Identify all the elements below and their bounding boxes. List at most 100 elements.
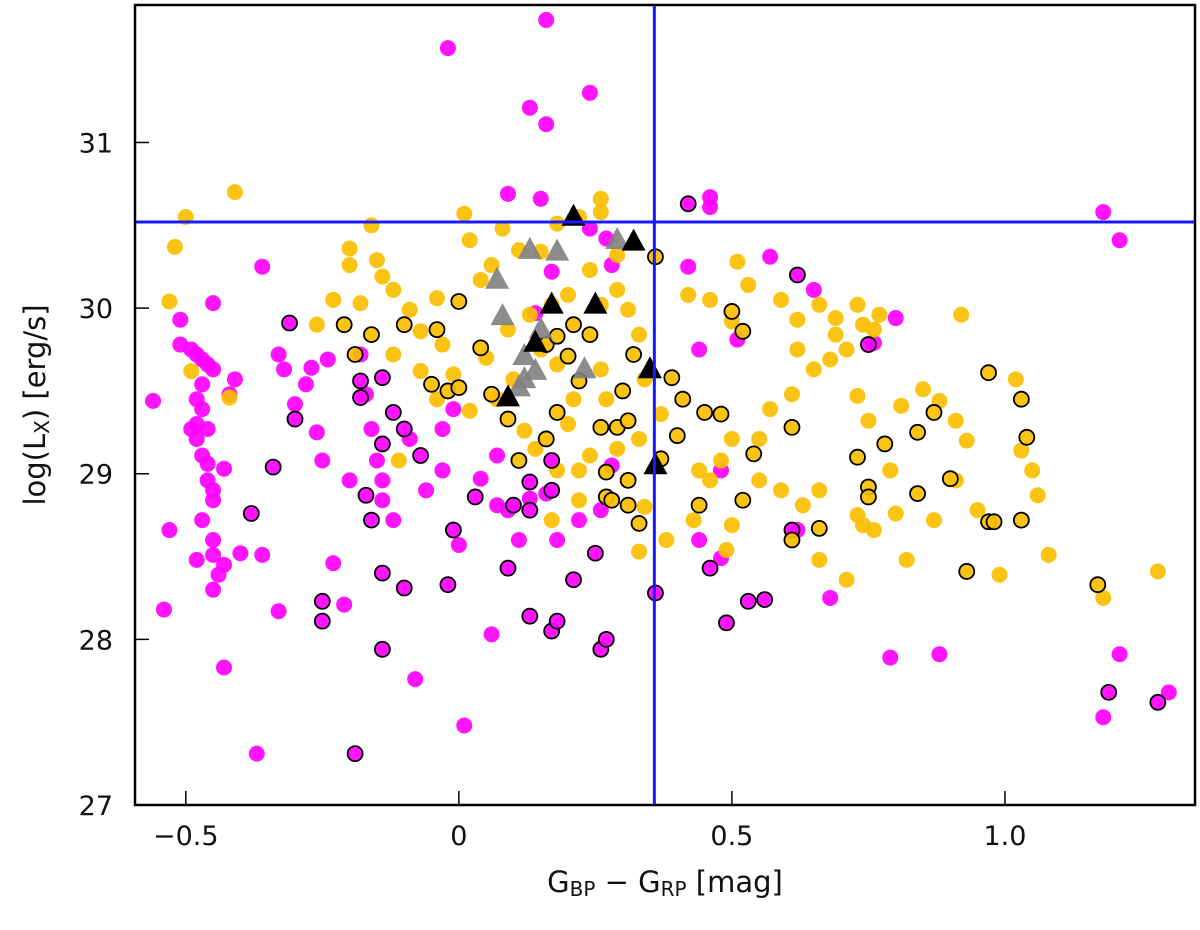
point-orange-circle [827, 326, 844, 343]
point-orange-circle [953, 306, 970, 323]
point-magenta-circle [521, 99, 538, 116]
point-orange-circle-outlined [510, 452, 528, 469]
point-magenta-circle-outlined [373, 640, 391, 658]
point-orange-circle [1007, 371, 1024, 388]
point-magenta-circle [592, 502, 609, 519]
point-orange-circle-outlined [592, 418, 610, 436]
point-orange-circle [865, 321, 882, 338]
point-orange-circle [915, 381, 932, 398]
point-magenta-circle [205, 531, 222, 548]
point-orange-circle-outlined [941, 470, 959, 488]
point-orange-circle [374, 268, 391, 285]
point-gray-triangle [523, 357, 548, 380]
point-magenta-circle [188, 430, 205, 447]
y-label-post: ) [erg/s] [18, 304, 52, 420]
point-orange-circle-outlined [876, 435, 894, 453]
point-magenta-circle [456, 717, 473, 734]
point-orange-circle [494, 220, 511, 237]
point-magenta-circle [226, 371, 243, 388]
x-label-sub2: RP [661, 877, 687, 901]
point-black-triangle [539, 291, 564, 314]
point-magenta-circle [155, 601, 172, 618]
point-black-triangle [523, 329, 548, 352]
point-magenta-circle [199, 421, 216, 438]
point-magenta-circle-outlined [860, 336, 877, 353]
point-magenta-circle [363, 421, 380, 438]
point-orange-circle-outlined [849, 448, 866, 466]
point-magenta-circle-outlined [352, 389, 369, 406]
point-magenta-circle [581, 84, 598, 101]
point-orange-circle [352, 295, 369, 312]
y-tick-label: 31 [79, 128, 113, 159]
point-orange-circle [565, 391, 582, 408]
point-orange-circle-outlined [1018, 428, 1036, 446]
point-orange-circle [1040, 546, 1057, 563]
point-magenta-circle [532, 190, 549, 207]
point-orange-circle-outlined [1089, 576, 1107, 594]
point-orange-circle [609, 247, 626, 264]
point-magenta-circle-outlined [357, 486, 375, 504]
point-orange-circle [183, 363, 200, 380]
point-magenta-circle [205, 361, 222, 378]
point-orange-circle-outlined [548, 404, 566, 421]
point-orange-circle [221, 389, 238, 406]
point-orange-circle [871, 306, 888, 323]
point-magenta-circle-outlined [313, 592, 331, 610]
point-magenta-circle [341, 472, 358, 489]
point-magenta-circle-outlined [352, 372, 369, 390]
point-orange-circle [325, 291, 342, 308]
point-orange-circle-outlined [674, 390, 692, 408]
point-magenta-circle [499, 185, 516, 202]
point-orange-circle [751, 472, 768, 489]
point-orange-circle [811, 482, 828, 499]
point-magenta-circle-outlined [521, 473, 539, 491]
point-orange-circle [1029, 487, 1046, 504]
point-orange-circle [499, 321, 516, 338]
point-orange-circle [527, 440, 544, 457]
point-magenta-circle [336, 596, 353, 613]
point-orange-circle-outlined [363, 326, 380, 344]
point-magenta-circle-outlined [363, 511, 380, 529]
point-orange-circle-outlined [450, 379, 468, 397]
point-orange-circle [401, 301, 418, 318]
point-orange-circle [390, 452, 407, 469]
point-magenta-circle [439, 40, 456, 57]
point-magenta-circle-outlined [701, 559, 719, 577]
point-orange-circle-outlined [428, 321, 446, 339]
point-magenta-circle [931, 646, 948, 663]
point-orange-circle [472, 271, 489, 288]
point-orange-circle [483, 257, 500, 274]
point-magenta-circle [297, 376, 314, 393]
point-orange-circle-outlined [925, 404, 943, 421]
y-tick-label: 27 [79, 791, 113, 822]
point-orange-circle-outlined [745, 445, 763, 463]
x-label-sub1: BP [570, 877, 596, 901]
point-magenta-circle [549, 531, 566, 548]
point-orange-circle-outlined [559, 347, 577, 365]
point-orange-circle-outlined [734, 491, 752, 509]
point-black-triangle [621, 228, 646, 251]
point-orange-circle [718, 541, 735, 558]
point-orange-circle [516, 422, 533, 439]
point-magenta-circle-outlined [739, 592, 757, 610]
point-orange-circle [898, 551, 915, 568]
point-orange-circle [592, 204, 609, 221]
point-orange-circle-outlined [860, 488, 877, 506]
point-gray-triangle [545, 238, 570, 261]
point-magenta-circle [450, 536, 467, 553]
point-black-triangle [583, 291, 608, 314]
point-orange-circle [631, 430, 648, 447]
point-orange-circle [811, 551, 828, 568]
point-orange-circle-outlined [335, 316, 353, 334]
point-orange-circle [1149, 563, 1166, 580]
point-magenta-circle-outlined [242, 505, 260, 522]
point-orange-circle [412, 363, 429, 380]
point-magenta-circle-outlined [412, 447, 430, 464]
point-orange-circle [341, 240, 358, 257]
point-magenta-circle-outlined [521, 501, 539, 519]
point-orange-circle [560, 286, 577, 303]
point-orange-circle [887, 505, 904, 522]
point-magenta-circle [205, 546, 222, 563]
point-orange-circle [685, 512, 702, 529]
point-magenta-circle [489, 447, 506, 464]
